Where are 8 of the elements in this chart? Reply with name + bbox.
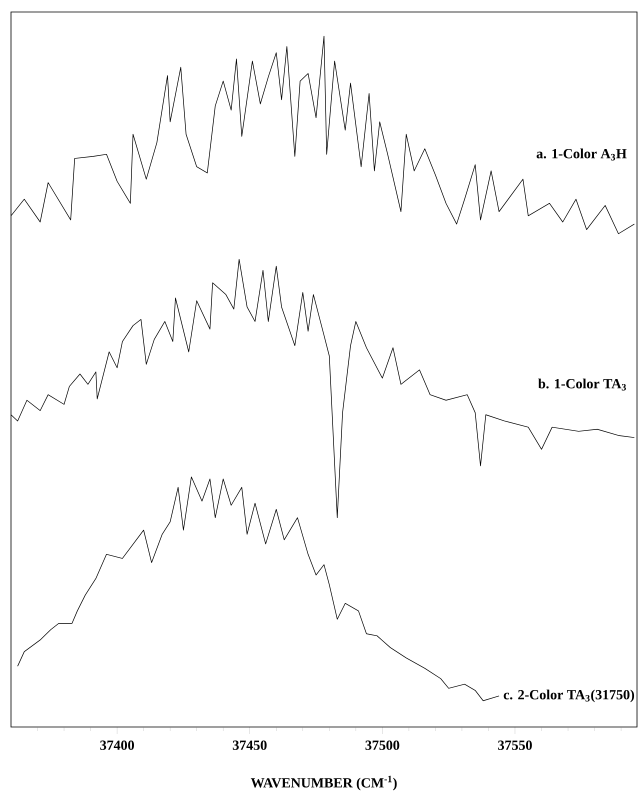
x-axis-title: WAVENUMBER (CM$^{-1}$) bbox=[250, 776, 397, 790]
series-label: a. 1-Color A$_{3}$H bbox=[536, 148, 627, 160]
text: b. 1-Color TA$_{3}$ bbox=[538, 378, 626, 391]
x-tick-label: 37500 bbox=[365, 740, 400, 750]
series-label: c. 2-Color TA$_{3}$(31750) bbox=[504, 690, 634, 702]
x-tick-label: 37450 bbox=[232, 740, 267, 750]
x-tick-label: 37400 bbox=[100, 740, 134, 750]
x-tick-label: 37550 bbox=[498, 740, 532, 750]
